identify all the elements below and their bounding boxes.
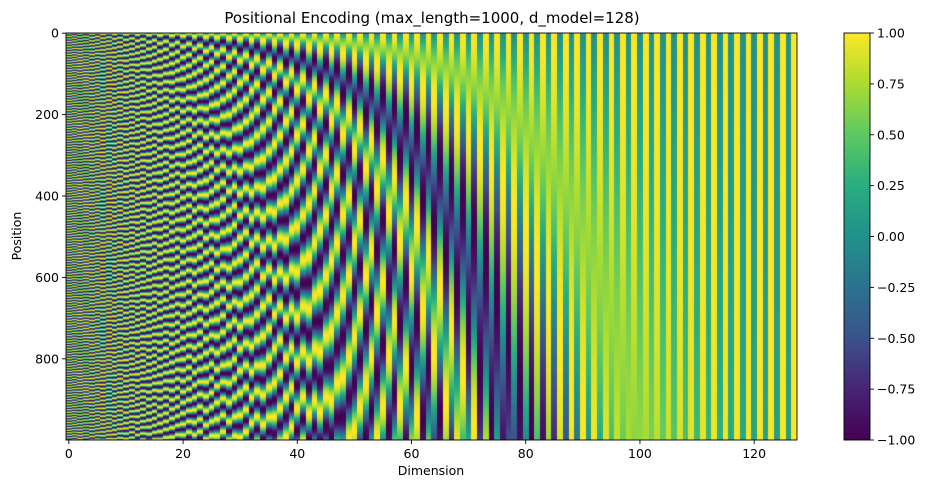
colorbar-tick-label: −0.50	[877, 331, 915, 346]
y-tick-label: 400	[35, 189, 59, 204]
colorbar-ticks: 1.00 0.75 0.50 0.25 0.00 −0.25 −0.50 −0.75 −1.00	[870, 26, 915, 448]
x-tick-label: 80	[518, 446, 534, 461]
heatmap-image	[66, 33, 797, 440]
colorbar-tick-label: 0.25	[877, 178, 905, 193]
y-tick-label: 0	[51, 26, 59, 41]
y-axis-label: Position	[9, 212, 24, 261]
x-tick-label: 0	[65, 446, 73, 461]
x-axis: 0 20 40 60 80 100 120	[65, 440, 766, 461]
colorbar-gradient	[844, 33, 870, 440]
colorbar: 1.00 0.75 0.50 0.25 0.00 −0.25 −0.50 −0.75 −1.00	[843, 26, 915, 448]
y-tick-label: 200	[35, 107, 59, 122]
x-axis-label: Dimension	[398, 463, 464, 478]
chart-title: Positional Encoding (max_length=1000, d_…	[224, 9, 639, 28]
colorbar-tick-label: −0.25	[877, 280, 915, 295]
colorbar-tick-label: 0.00	[877, 229, 905, 244]
colorbar-tick-label: 0.75	[877, 76, 905, 91]
colorbar-tick-label: −0.75	[877, 382, 915, 397]
y-axis: 0 200 400 600 800	[35, 26, 66, 366]
x-tick-label: 60	[404, 446, 420, 461]
colorbar-tick-label: 0.50	[877, 127, 905, 142]
heatmap-plot-area	[65, 32, 798, 441]
x-tick-label: 40	[289, 446, 305, 461]
y-tick-label: 800	[35, 351, 59, 366]
x-tick-label: 20	[175, 446, 191, 461]
x-tick-label: 100	[628, 446, 652, 461]
x-tick-label: 120	[742, 446, 766, 461]
y-tick-label: 600	[35, 270, 59, 285]
colorbar-tick-label: 1.00	[877, 26, 905, 41]
colorbar-tick-label: −1.00	[877, 433, 915, 448]
plot-frame	[65, 32, 798, 441]
